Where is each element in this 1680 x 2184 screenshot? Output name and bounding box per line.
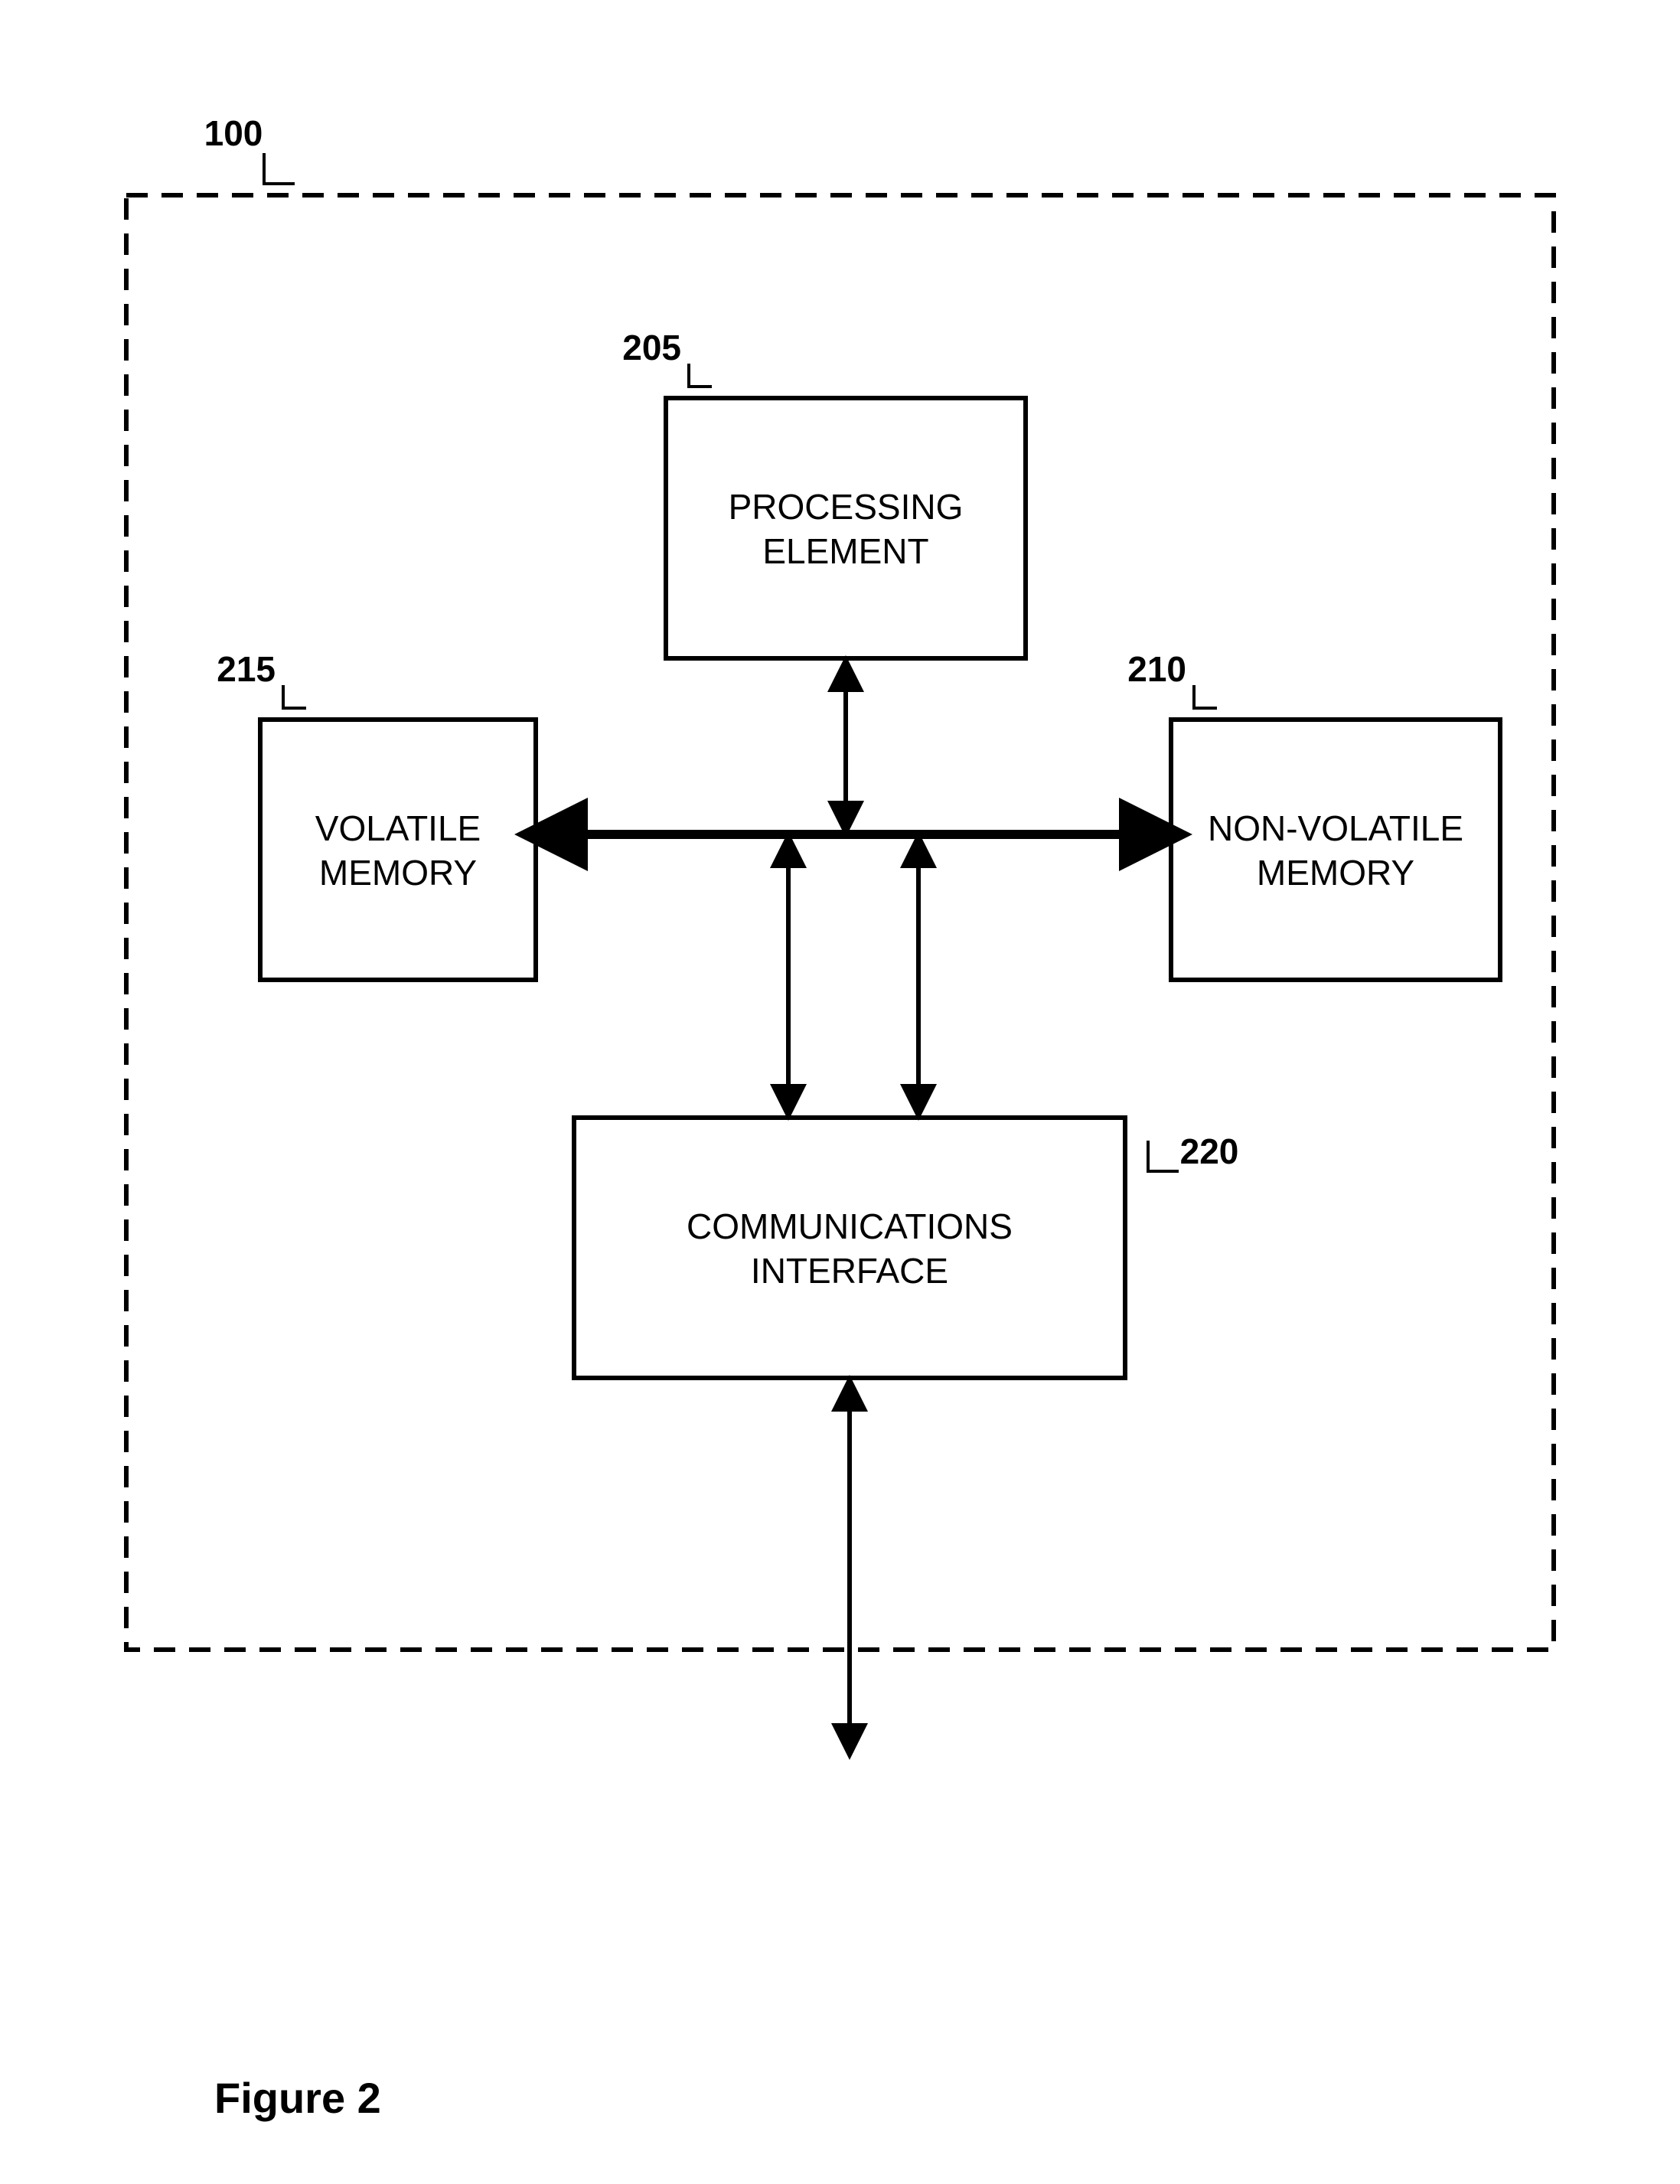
processing-element-label-line1: PROCESSING <box>729 487 964 527</box>
processing-element-label-line2: ELEMENT <box>762 531 928 571</box>
communications-interface-label-line1: COMMUNICATIONS <box>687 1206 1013 1246</box>
volatile-memory-label-line1: VOLATILE <box>315 808 481 848</box>
volatile-memory-ref: 215 <box>217 649 276 689</box>
processing-element-ref-leader <box>689 364 712 387</box>
volatile-memory-ref-leader <box>283 685 306 708</box>
communications-interface-ref: 220 <box>1180 1131 1239 1171</box>
figure-caption: Figure 2 <box>214 2073 381 2123</box>
page: 100 PROCESSINGELEMENT 205 NON-VOLATILE MEMOR… <box>0 0 1680 2184</box>
non-volatile-memory-label-line2: MEMORY <box>1257 853 1414 893</box>
outer-ref-label: 100 <box>204 113 263 153</box>
communications-interface-ref-leader <box>1148 1141 1179 1171</box>
non-volatile-memory-ref-leader <box>1194 685 1217 708</box>
block-diagram: 100 PROCESSINGELEMENT 205 NON-VOLATILE MEMOR… <box>0 0 1680 2184</box>
non-volatile-memory-ref: 210 <box>1127 649 1186 689</box>
volatile-memory-label-line2: MEMORY <box>319 853 477 893</box>
non-volatile-memory-box <box>1171 720 1500 980</box>
processing-element-box <box>666 398 1026 658</box>
processing-element-ref: 205 <box>622 328 681 367</box>
non-volatile-memory-label-line1: NON-VOLATILE <box>1208 808 1463 848</box>
volatile-memory-box <box>260 720 536 980</box>
communications-interface-box <box>574 1118 1125 1378</box>
outer-ref-leader <box>264 153 295 184</box>
communications-interface-label-line2: INTERFACE <box>751 1251 948 1291</box>
